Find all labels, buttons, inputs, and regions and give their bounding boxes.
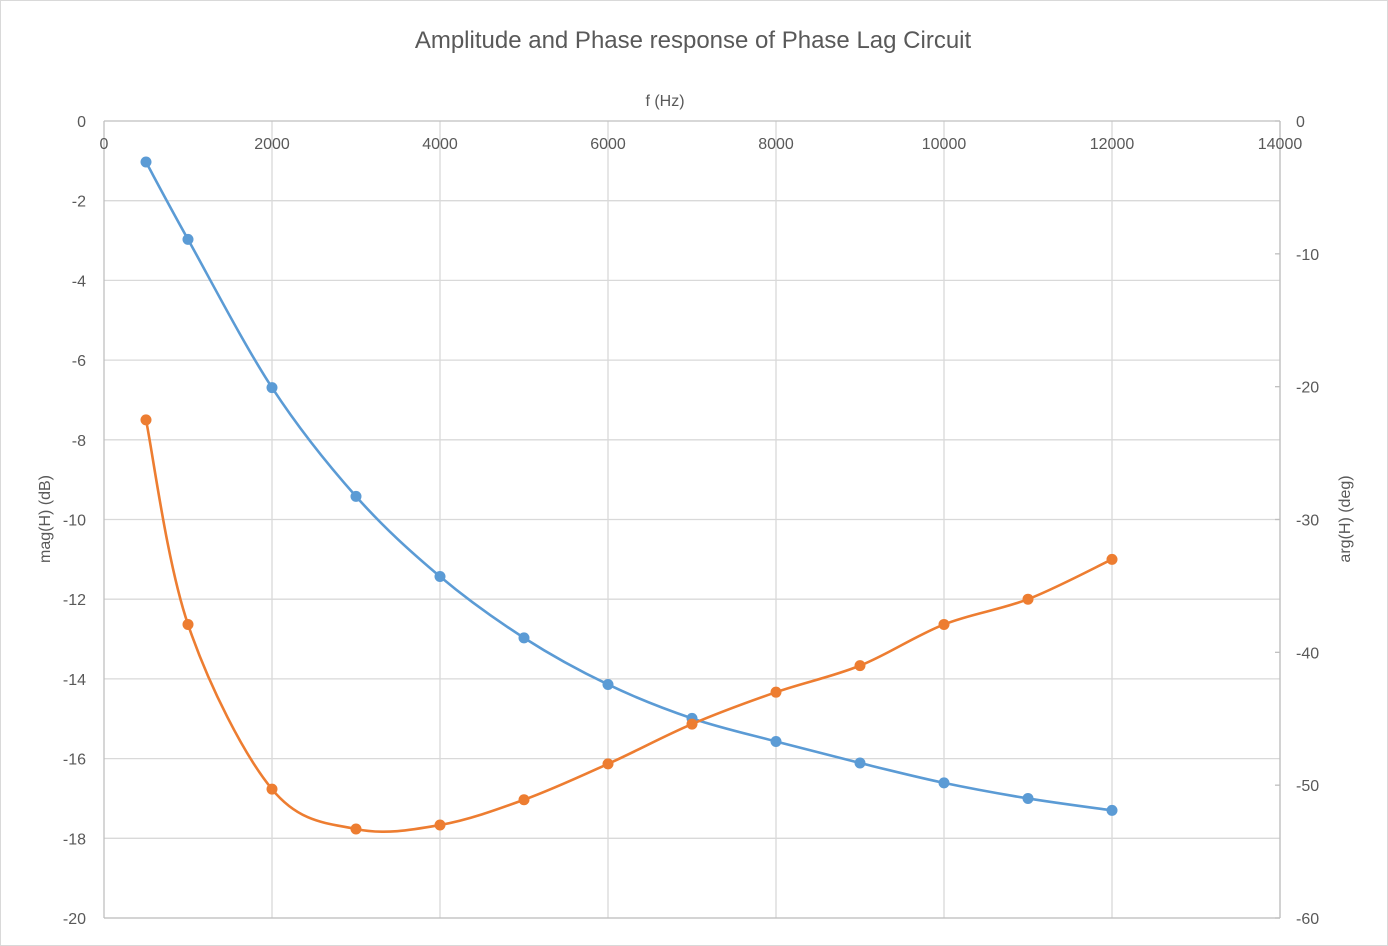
x-tick-label: 4000 (422, 136, 458, 153)
x-tick-label: 6000 (590, 136, 626, 153)
y-tick-label: -18 (63, 831, 86, 848)
axis-layer (103, 120, 1281, 919)
x-axis-title: f (Hz) (645, 93, 684, 110)
y2-tick-label: -60 (1296, 911, 1319, 928)
y2-tick-label: 0 (1296, 114, 1305, 131)
y2-axis-title: arg(H) (deg) (1337, 475, 1354, 562)
y-tick-label: -20 (63, 911, 86, 928)
series-1-point (770, 735, 782, 747)
y2-tick-label: -10 (1296, 247, 1319, 264)
x-tick-label: 12000 (1090, 136, 1135, 153)
series-2-point (686, 718, 698, 730)
series-2-point (266, 783, 278, 795)
series-1-point (602, 678, 614, 690)
series-1-point (434, 570, 446, 582)
series-2-point (854, 660, 866, 672)
x-tick-label: 0 (100, 136, 109, 153)
series-2-point (938, 618, 950, 630)
y-tick-label: -4 (72, 273, 86, 290)
y2-tick-label: -40 (1296, 645, 1319, 662)
series-1-point (140, 156, 152, 168)
y-tick-label: -2 (72, 194, 86, 211)
series-1-point (518, 632, 530, 644)
y-tick-label: -8 (72, 433, 86, 450)
series-2-point (1022, 593, 1034, 605)
series-1-point (938, 777, 950, 789)
y-tick-label: -16 (63, 752, 86, 769)
y2-tick-label: -50 (1296, 778, 1319, 795)
series-2-point (518, 794, 530, 806)
y2-tick-label: -30 (1296, 513, 1319, 530)
x-tick-label: 8000 (758, 136, 794, 153)
y-tick-label: -6 (72, 353, 86, 370)
series-line-1 (144, 160, 1114, 812)
series-2-point (434, 819, 446, 831)
series-2-point (350, 823, 362, 835)
series-line-2 (144, 418, 1114, 833)
series-2-point (770, 686, 782, 698)
series-2-point (1106, 553, 1118, 565)
y-tick-label: 0 (77, 114, 86, 131)
y-axis-title: mag(H) (dB) (37, 475, 54, 563)
chart-title: Amplitude and Phase response of Phase La… (415, 27, 972, 54)
series-1-point (1022, 792, 1034, 804)
x-tick-label: 2000 (254, 136, 290, 153)
y-tick-label: -10 (63, 513, 86, 530)
series-1-point (266, 382, 278, 394)
x-tick-label: 14000 (1258, 136, 1303, 153)
series-1-point (182, 233, 194, 245)
y2-tick-label: -20 (1296, 380, 1319, 397)
series-2-point (602, 758, 614, 770)
y-tick-label: -14 (63, 672, 86, 689)
x-tick-label: 10000 (922, 136, 967, 153)
label-layer: 0 -2 -4 -6 -8 -10 -12 -14 -16 -18 -20 0 2000 4000 6000… (63, 114, 1319, 928)
series-1-point (854, 757, 866, 769)
series-2-point (182, 618, 194, 630)
series-2-point (140, 414, 152, 426)
series-layer (140, 156, 1118, 835)
y-tick-label: -12 (63, 592, 86, 609)
series-1-point (1106, 804, 1118, 816)
series-1-point (350, 490, 362, 502)
